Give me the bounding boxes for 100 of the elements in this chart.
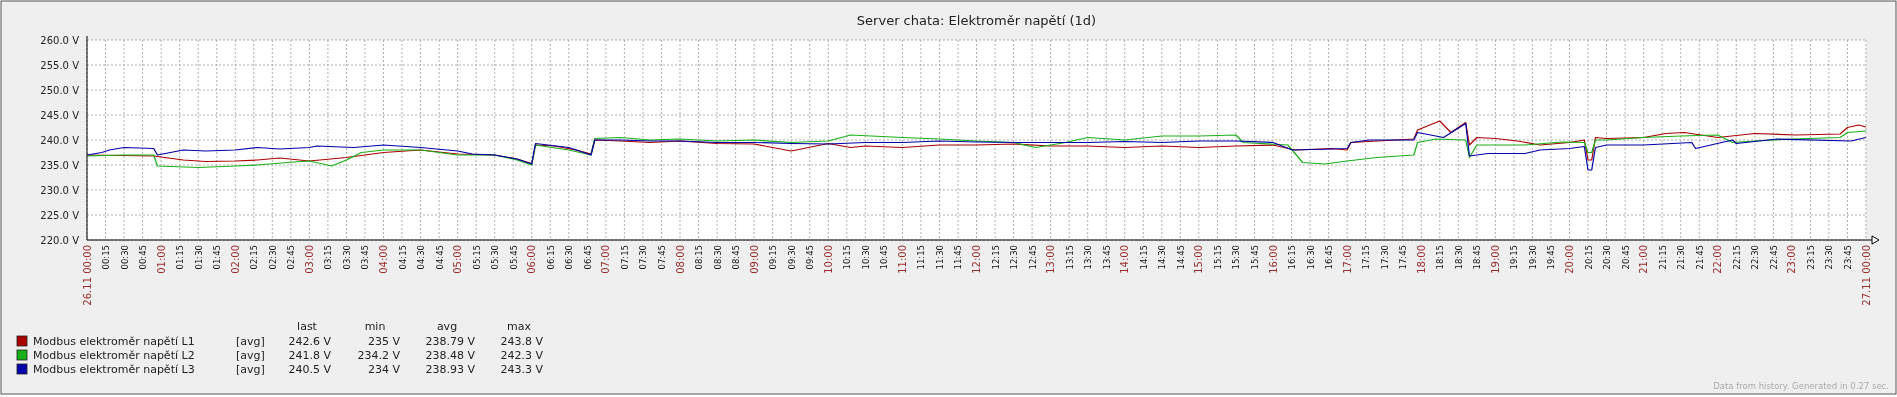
legend-label: Modbus elektroměr napětí L3 [33,363,195,376]
x-tick-label: 19:15 [1509,245,1520,270]
x-tick-label: 11:45 [953,245,964,270]
y-tick-label: 240.0 V [40,135,80,146]
text: [avg] [236,335,265,348]
x-tick-label: 18:15 [1435,245,1446,270]
x-tick-label: 18:45 [1472,245,1483,270]
x-tick-label: 11:30 [934,245,945,270]
x-tick-label: 08:00 [674,245,686,274]
x-tick-label: 03:15 [323,245,334,270]
text: 240.5 V [288,363,332,376]
x-tick-label: 09:45 [805,245,816,270]
text: [avg] [236,349,265,362]
x-tick-label: 15:30 [1231,245,1242,270]
x-tick-label: 00:45 [138,245,149,270]
x-tick-label: 14:30 [1157,245,1168,270]
x-tick-label: 08:15 [694,245,705,270]
text: 242.6 V [288,335,332,348]
line-series [87,130,1866,169]
y-tick-label: 255.0 V [40,60,80,71]
x-tick-label: 00:15 [101,245,112,270]
x-tick-label: 06:00 [526,245,538,274]
text: [avg] [236,363,265,376]
legend-label: Modbus elektroměr napětí L2 [33,349,195,362]
x-tick-label: 20:30 [1602,245,1613,270]
x-tick-label: 16:00 [1267,245,1279,274]
x-tick-label: 15:15 [1212,245,1223,270]
x-tick-label: 10:30 [860,245,871,270]
x-tick-label: 07:15 [619,245,630,270]
text: max [507,320,532,333]
x-tick-label: 02:30 [267,245,278,270]
y-tick-label: 220.0 V [40,235,80,246]
x-tick-label: 09:15 [768,245,779,270]
x-tick-label: 12:15 [990,245,1001,270]
x-tick-label: 08:45 [731,245,742,270]
x-tick-label: 21:15 [1657,245,1668,270]
x-tick-label: 17:15 [1361,245,1372,270]
x-tick-label: 12:00 [971,245,982,274]
x-tick-label: 13:15 [1064,245,1075,270]
x-tick-label: 03:30 [341,245,352,270]
x-tick-label: 09:00 [748,245,760,274]
x-tick-label: 18:00 [1415,245,1427,274]
chart-title: Server chata: Elektroměr napětí (1d) [856,13,1097,28]
text: 238.93 V [425,363,476,376]
x-tick-label: 16:30 [1305,245,1316,270]
x-tick-label: 11:00 [896,245,908,274]
x-tick-label: 21:45 [1694,245,1705,270]
x-tick-label: 14:45 [1175,245,1186,270]
x-tick-label: 03:45 [360,245,371,270]
x-tick-label: 16:45 [1324,245,1335,270]
text: 235 V [367,335,401,348]
text: avg [436,320,458,333]
text: 242.3 V [500,349,544,362]
x-tick-label: 22:45 [1768,245,1779,270]
x-tick-label: 17:45 [1398,245,1409,270]
y-tick-label: 235.0 V [40,160,80,171]
x-tick-label: 13:00 [1045,245,1057,274]
x-tick-label: 19:45 [1546,245,1557,270]
x-tick-label: 05:00 [452,245,464,274]
x-tick-label: 15:45 [1249,245,1260,270]
text: min [364,320,386,333]
x-tick-label: 02:15 [249,245,260,270]
x-tick-label: 20:15 [1583,245,1594,270]
x-tick-label: 23:30 [1824,245,1835,270]
text: Data from history. Generated in 0.27 sec. [1713,381,1889,391]
x-tick-label: 19:00 [1489,245,1501,274]
x-tick-label: 04:30 [416,245,427,270]
x-tick-label: 06:45 [582,245,593,270]
text: 241.8 V [288,349,332,362]
x-tick-label: 02:00 [229,245,241,274]
y-tick-label: 250.0 V [40,85,80,96]
x-tick-label: 23:00 [1786,245,1798,274]
x-tick-label: 01:45 [212,245,223,270]
x-tick-label: 22:00 [1712,245,1724,274]
x-tick-label: 20:45 [1620,245,1631,270]
x-tick-label: 07:00 [600,245,612,274]
x-tick-label: 10:45 [879,245,890,270]
x-tick-label: 13:45 [1101,245,1112,270]
x-tick-label: 22:30 [1750,245,1761,270]
x-tick-label: 20:00 [1564,245,1575,274]
x-tick-label: 21:00 [1638,245,1650,274]
x-tick-label: 16:15 [1287,245,1298,270]
x-tick-label: 05:15 [471,245,482,270]
text: last [297,320,318,333]
x-tick-label: 05:30 [490,245,501,270]
text: 243.3 V [500,363,544,376]
x-tick-label: 11:15 [916,245,927,270]
x-tick-label: 12:30 [1009,245,1020,270]
x-tick-label: 05:45 [508,245,519,270]
x-tick-label: 18:30 [1453,245,1464,270]
x-tick-label: 04:00 [378,245,389,274]
x-tick-label: 06:15 [545,245,556,270]
x-tick-label: 07:30 [638,245,649,270]
text: 234.2 V [357,349,401,362]
x-tick-label: 04:15 [397,245,408,270]
x-tick-label: 01:00 [155,245,167,274]
x-tick-label: 02:45 [286,245,297,270]
y-tick-label: 230.0 V [40,185,80,196]
x-tick-label: 08:30 [712,245,723,270]
x-tick-label: 12:45 [1027,245,1038,270]
